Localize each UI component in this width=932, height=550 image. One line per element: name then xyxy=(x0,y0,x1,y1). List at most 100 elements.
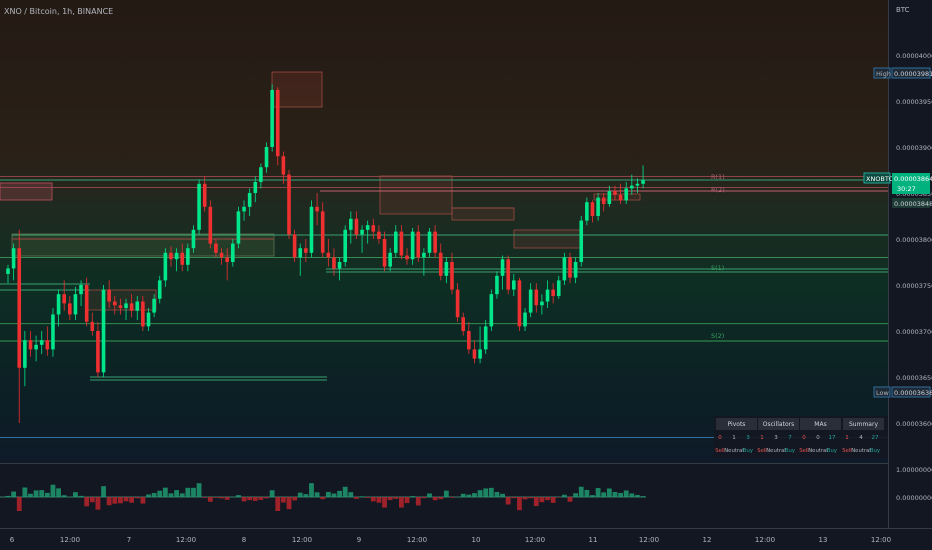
candle-body xyxy=(129,303,134,311)
candle-body xyxy=(231,243,235,262)
oscillator-bar xyxy=(522,497,528,500)
symbol-title[interactable]: XNO / Bitcoin, 1h, BINANCE xyxy=(4,7,113,16)
candle-body xyxy=(118,305,123,308)
oscillator-bar xyxy=(511,497,517,499)
oscillator-bar xyxy=(595,488,601,497)
candle-body xyxy=(556,280,561,297)
candle-body xyxy=(422,252,426,258)
oscillator-bar xyxy=(202,497,208,498)
pivot-label: R(1) xyxy=(711,173,725,181)
ratings-label: Buy xyxy=(827,448,837,454)
svg-text:0.00003848: 0.00003848 xyxy=(894,200,932,208)
oscillator-bar xyxy=(640,496,646,497)
low-tag: Low 0.00003636 xyxy=(873,386,932,398)
ratings-count: 3 xyxy=(774,435,778,441)
oscillator-bar xyxy=(292,497,298,501)
oscillator-bar xyxy=(618,492,623,497)
candle-body xyxy=(579,220,584,262)
oscillator-bar xyxy=(309,483,314,497)
time-tick-label: 12:00 xyxy=(525,536,545,544)
candle-body xyxy=(365,225,370,230)
candle-body xyxy=(568,257,572,278)
oscillator-bar xyxy=(606,488,612,497)
ratings-label: Neutral xyxy=(724,448,744,454)
candle-body xyxy=(613,191,617,195)
oscillator-bar xyxy=(16,497,22,511)
candle-body xyxy=(219,252,224,258)
high-tag: High 0.00003981 xyxy=(873,67,932,79)
candle-body xyxy=(388,252,392,267)
oscillator-bar xyxy=(101,486,106,497)
candle-body xyxy=(141,301,145,327)
oscillator-bar xyxy=(393,497,399,499)
candle-body xyxy=(618,194,623,201)
oscillator-bar xyxy=(415,497,421,506)
oscillator-bar xyxy=(236,495,241,497)
candle-body xyxy=(326,252,331,258)
candle-body xyxy=(455,289,460,318)
candle-body xyxy=(186,248,190,265)
candle-body xyxy=(382,239,387,267)
oscillator-bar xyxy=(33,490,39,497)
price-tick-label: 0.00003800 xyxy=(896,236,932,244)
ratings-label: Buy xyxy=(870,448,880,454)
svg-text:30:27: 30:27 xyxy=(897,185,916,193)
ratings-count: 0 xyxy=(718,435,722,441)
oscillator-bar xyxy=(320,497,326,500)
candle-body xyxy=(343,229,347,262)
candle-body xyxy=(157,280,162,299)
candle-body xyxy=(630,185,634,189)
oscillator-bar xyxy=(157,490,163,497)
oscillator-bar xyxy=(331,493,337,497)
ratings-header: Oscillators xyxy=(763,421,794,428)
candle-body xyxy=(635,183,640,186)
candle-body xyxy=(551,289,555,297)
oscillator-bar xyxy=(286,497,292,510)
oscillator-bar xyxy=(269,490,275,497)
candle-body xyxy=(163,252,168,281)
candle-body xyxy=(427,231,432,253)
candle-body xyxy=(79,285,83,295)
candle-body xyxy=(236,211,241,244)
candle-body xyxy=(34,344,38,350)
ratings-label: Sell xyxy=(842,448,852,454)
oscillator-bar xyxy=(370,497,376,502)
oscillator-bar xyxy=(438,497,444,500)
oscillator-bar xyxy=(174,490,179,497)
zone-box xyxy=(11,233,275,257)
oscillator-bar xyxy=(427,493,432,497)
candle-body xyxy=(641,180,645,184)
oscillator-bar xyxy=(106,497,112,506)
oscillator-bar xyxy=(146,494,151,497)
oscillator-bar xyxy=(354,497,359,499)
currency-label: BTC xyxy=(896,6,910,14)
oscillator-bar xyxy=(28,493,33,497)
svg-text:Low: Low xyxy=(876,389,889,397)
oscillator-bar xyxy=(635,495,640,497)
time-tick-label: 9 xyxy=(357,536,361,544)
oscillator-bar xyxy=(123,497,129,502)
candle-body xyxy=(315,206,319,212)
candle-body xyxy=(107,289,111,302)
svg-text:0.00003864: 0.00003864 xyxy=(894,175,932,183)
oscillator-bar xyxy=(382,497,387,508)
ratings-count: 1 xyxy=(760,435,764,441)
technical-ratings-panel: Pivots Oscillators MAs Summary 0 Sell 1 Neutral… xyxy=(714,416,888,458)
zone-box xyxy=(271,71,323,108)
candle-body xyxy=(45,340,50,350)
oscillator-bar xyxy=(342,486,348,497)
candle-body xyxy=(624,188,628,201)
time-tick-label: 12:00 xyxy=(407,536,427,544)
price-tick-label: 0.00003950 xyxy=(896,98,932,106)
candle-body xyxy=(562,257,567,281)
oscillator-bar xyxy=(584,489,590,497)
oscillator-bar xyxy=(410,496,416,497)
candle-body xyxy=(467,331,471,350)
candle-body xyxy=(461,317,466,331)
oscillator-bar xyxy=(325,491,331,497)
time-tick-label: 12:00 xyxy=(639,536,659,544)
zone-box xyxy=(513,229,581,249)
ratings-label: Sell xyxy=(757,448,767,454)
candle-body xyxy=(354,218,359,235)
